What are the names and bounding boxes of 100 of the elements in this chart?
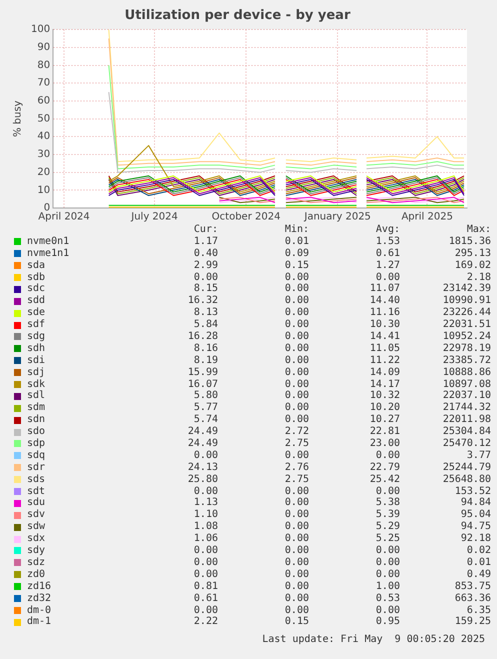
text: 169.02 [454, 260, 491, 272]
y-tick-label: 80 [37, 60, 50, 71]
text: 0.00 [284, 378, 309, 390]
text: 1.00 [374, 580, 400, 593]
y-tick-label: 30 [37, 149, 50, 160]
text: 0.00 [192, 272, 218, 284]
text: 3.77 [466, 450, 491, 462]
text: 2.22 [192, 616, 218, 628]
text: 0.00 [284, 556, 309, 569]
y-tick-label: 20 [37, 166, 50, 178]
text: 23385.72 [442, 354, 491, 367]
text: 0.00 [284, 307, 309, 320]
y-tick-label: 0 [44, 202, 50, 214]
text: 8.16 [192, 342, 218, 355]
y-tick-label: 10 [37, 184, 50, 196]
y-tick-label: 40 [37, 131, 50, 142]
y-tick-label: 70 [37, 78, 50, 89]
text: 1.53 [374, 236, 400, 248]
text: 0.15 [284, 616, 309, 628]
text: 5.25 [374, 533, 400, 546]
text: 1.06 [192, 533, 218, 546]
text: 0.00 [192, 604, 218, 616]
legend-label: sdz [27, 556, 46, 569]
text: 24.49 [186, 438, 218, 450]
text: 22031.51 [442, 319, 491, 332]
text: 11.16 [368, 307, 400, 320]
text: 25648.80 [442, 474, 491, 486]
text: 0.00 [374, 556, 400, 569]
text: 5.38 [374, 497, 400, 510]
text: 0.01 [466, 556, 491, 569]
text: 0.00 [284, 568, 309, 581]
text: 22037.10 [442, 390, 491, 402]
legend-label: sdb [27, 272, 46, 283]
legend-label: sdw [27, 521, 46, 533]
legend-label: sdi [27, 354, 46, 367]
text: 0.02 [466, 545, 491, 557]
text: 5.29 [374, 521, 400, 534]
text: 10897.08 [442, 378, 491, 390]
y-tick-label: 90 [37, 42, 50, 54]
legend-label: zd0 [27, 568, 46, 581]
text: 1.17 [192, 236, 218, 248]
text: 159.25 [454, 616, 491, 628]
text: 0.00 [284, 331, 309, 343]
text: 0.00 [284, 545, 309, 557]
text: 0.00 [284, 295, 309, 308]
text: 0.49 [466, 568, 491, 581]
text: 24.49 [186, 426, 218, 438]
chart-title: Utilization per device - by year [124, 8, 351, 24]
text: 0.00 [284, 272, 309, 284]
text: 0.00 [192, 545, 218, 557]
legend-label: dm-0 [27, 604, 52, 616]
text: 16.28 [186, 331, 218, 343]
text: 1815.36 [448, 236, 491, 248]
text: 0.15 [284, 260, 309, 272]
x-tick-label: October 2024 [212, 212, 280, 223]
text: 10.27 [368, 414, 400, 426]
text: 0.00 [284, 486, 309, 498]
text: 0.81 [192, 580, 218, 593]
legend-label: nvme1n1 [27, 248, 70, 260]
text: 0.00 [284, 414, 309, 426]
text: 0.00 [374, 545, 400, 557]
text: 0.00 [284, 533, 309, 546]
text: 1.08 [192, 521, 218, 534]
text: 10.30 [368, 319, 400, 332]
text: 11.22 [368, 354, 400, 367]
text: 0.95 [374, 616, 400, 628]
text: 23.00 [368, 438, 400, 450]
legend-label: sde [27, 307, 46, 319]
y-tick-label: 100 [30, 24, 50, 36]
text: 14.17 [368, 378, 400, 390]
x-tick-label: July 2024 [130, 212, 178, 223]
text: 25244.79 [442, 462, 491, 474]
text: 2.18 [466, 272, 491, 284]
text: 0.00 [284, 402, 309, 414]
text: 11.07 [368, 283, 400, 296]
legend-label: zd16 [27, 580, 52, 593]
text: 6.35 [466, 604, 491, 616]
y-axis-title: % busy [12, 100, 24, 138]
text: 5.74 [192, 414, 218, 426]
legend-label: sdp [27, 438, 46, 450]
text: 22978.19 [442, 342, 491, 355]
text: 0.00 [192, 568, 218, 581]
text: 5.80 [192, 390, 218, 402]
legend-label: nvme0n1 [27, 236, 70, 248]
x-tick-label: April 2024 [38, 212, 90, 223]
text: 0.01 [284, 236, 309, 248]
text: 2.75 [284, 438, 309, 450]
text: 2.75 [284, 474, 309, 486]
text: 0.00 [192, 486, 218, 498]
legend-label: zd32 [27, 592, 52, 605]
legend-label: sdk [27, 378, 46, 390]
text: 22.81 [368, 426, 400, 438]
legend-label: sdd [27, 295, 46, 307]
text: 0.00 [374, 604, 400, 616]
text: 22011.98 [442, 414, 491, 426]
text: 10990.91 [442, 295, 491, 308]
text: 2.72 [284, 426, 309, 438]
text: 0.00 [284, 354, 309, 367]
legend-label: sdy [27, 545, 46, 557]
text: 0.09 [284, 248, 309, 260]
